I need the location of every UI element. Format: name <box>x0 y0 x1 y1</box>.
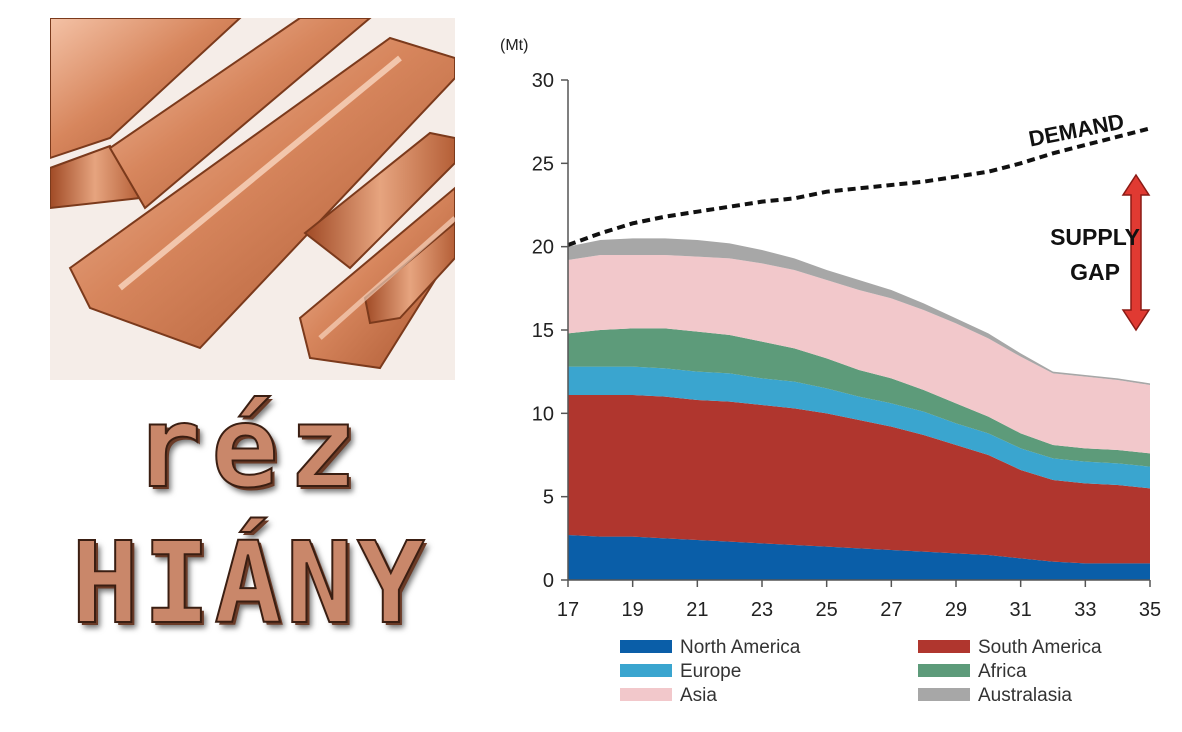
legend-label: Europe <box>680 661 741 682</box>
x-tick-label: 35 <box>1139 599 1161 621</box>
y-tick-label: 20 <box>532 237 554 259</box>
legend-swatch <box>620 664 672 677</box>
legend-label: Africa <box>978 661 1027 682</box>
legend-swatch <box>620 640 672 653</box>
legend-item: Africa <box>918 661 1027 682</box>
supply-gap-label-line1: SUPPLY <box>1050 224 1140 250</box>
legend-label: North America <box>680 637 801 658</box>
supply-gap-label-line2: GAP <box>1070 259 1120 285</box>
x-tick-label: 17 <box>557 599 579 621</box>
y-tick-label: 5 <box>543 487 554 509</box>
copper-bars-photo <box>50 18 455 380</box>
legend-swatch <box>918 640 970 653</box>
headline-hiany: HIÁNY <box>70 519 429 649</box>
area-europe <box>568 366 1150 489</box>
x-tick-label: 33 <box>1074 599 1096 621</box>
area-south-america <box>568 395 1150 564</box>
y-tick-label: 25 <box>532 153 554 175</box>
legend-item: North America <box>620 637 801 658</box>
x-tick-label: 25 <box>816 599 838 621</box>
legend: North America South America Europe Africa As… <box>620 637 1102 706</box>
axes: 0 5 10 15 20 25 30 17 19 21 23 25 27 29 31 33 35 <box>532 70 1161 621</box>
x-tick-label: 29 <box>945 599 967 621</box>
legend-label: Australasia <box>978 685 1072 706</box>
legend-item: Europe <box>620 661 741 682</box>
x-tick-label: 23 <box>751 599 773 621</box>
area-north-america <box>568 535 1150 580</box>
headline-rez: réz <box>133 383 367 513</box>
y-tick-label: 30 <box>532 70 554 92</box>
legend-item: South America <box>918 637 1102 658</box>
area-africa <box>568 328 1150 467</box>
area-australasia <box>568 238 1150 385</box>
supply-gap-arrow-shape <box>1121 173 1151 332</box>
legend-item: Asia <box>620 685 717 706</box>
demand-label: DEMAND <box>1027 109 1127 152</box>
x-tick-label: 19 <box>622 599 644 621</box>
demand-line <box>567 126 1151 247</box>
legend-label: South America <box>978 637 1102 658</box>
x-tick-label: 27 <box>880 599 902 621</box>
y-tick-label: 0 <box>543 570 554 592</box>
y-tick-label: 10 <box>532 403 554 425</box>
legend-swatch <box>620 688 672 701</box>
y-tick-label: 15 <box>532 320 554 342</box>
legend-swatch <box>918 688 970 701</box>
supply-gap-arrow <box>1121 173 1151 332</box>
area-asia <box>568 255 1150 454</box>
legend-label: Asia <box>680 685 717 706</box>
x-tick-label: 21 <box>686 599 708 621</box>
x-tick-label: 31 <box>1010 599 1032 621</box>
area-layers <box>568 238 1150 580</box>
unit-label: (Mt) <box>500 37 528 54</box>
legend-swatch <box>918 664 970 677</box>
legend-item: Australasia <box>918 685 1072 706</box>
